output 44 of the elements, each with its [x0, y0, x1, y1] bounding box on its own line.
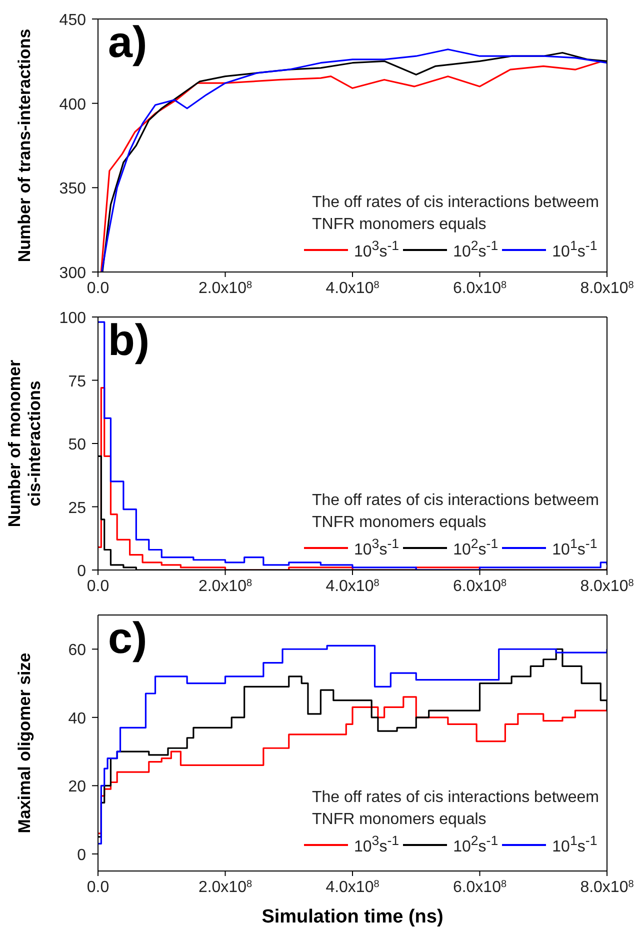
chart-title: b) [108, 316, 150, 366]
y-tick-label: 40 [68, 710, 86, 728]
legend-label: 10$^{3}$s$^{-1}$ [354, 833, 400, 856]
y-tick-label: 300 [59, 265, 86, 282]
x-tick-label: 0.0 [86, 879, 110, 896]
x-tick-label: 4.0x10$^{8}$ [326, 280, 380, 297]
y-tick-label: 50 [68, 436, 86, 454]
y-axis-title: Number of monomer cis-interactions [5, 360, 44, 528]
y-tick-label: 400 [59, 96, 86, 114]
x-tick-label: 0.0 [86, 280, 110, 297]
y-tick-label: 60 [68, 642, 86, 660]
x-tick-label: 4.0x10$^{8}$ [326, 878, 380, 896]
y-tick-label: 350 [59, 180, 86, 198]
x-tick-label: 2.0x10$^{8}$ [198, 280, 252, 297]
x-tick-label: 2.0x10$^{8}$ [198, 578, 252, 595]
legend-label: 10$^{3}$s$^{-1}$ [354, 536, 400, 560]
x-tick-label: 6.0x10$^{8}$ [452, 280, 507, 297]
x-tick-label: 6.0x10$^{8}$ [452, 578, 507, 595]
y-tick-label: 450 [59, 12, 86, 29]
legend-label: 10$^{2}$s$^{-1}$ [453, 238, 498, 262]
x-tick-label: 8.0x10$^{8}$ [580, 280, 634, 297]
legend-label: 10$^{3}$s$^{-1}$ [354, 238, 400, 262]
legend-label: 10$^{1}$s$^{-1}$ [552, 238, 598, 262]
y-axis-title: Number of trans-interactions [15, 28, 34, 262]
x-tick-label: 0.0 [86, 578, 110, 595]
legend-label: 10$^{1}$s$^{-1}$ [552, 833, 598, 856]
legend-label: 10$^{1}$s$^{-1}$ [552, 536, 598, 560]
x-tick-label: 6.0x10$^{8}$ [452, 878, 507, 896]
chart-title: c) [108, 614, 148, 664]
y-tick-label: 100 [59, 310, 86, 327]
x-tick-label: 8.0x10$^{8}$ [580, 578, 634, 595]
x-axis-title: Simulation time (ns) [262, 906, 444, 928]
chart-title: a) [108, 18, 148, 68]
y-tick-label: 75 [68, 373, 86, 390]
x-tick-label: 8.0x10$^{8}$ [580, 878, 634, 896]
y-tick-label: 0 [77, 846, 86, 864]
legend-label: 10$^{2}$s$^{-1}$ [453, 833, 498, 856]
legend-label: 10$^{2}$s$^{-1}$ [453, 536, 498, 560]
x-tick-label: 2.0x10$^{8}$ [198, 878, 252, 896]
y-axis-title: Maximal oligomer size [15, 652, 34, 834]
y-tick-label: 25 [68, 500, 86, 517]
y-tick-label: 0 [77, 563, 86, 580]
y-tick-label: 20 [68, 778, 86, 796]
x-tick-label: 4.0x10$^{8}$ [326, 578, 380, 595]
